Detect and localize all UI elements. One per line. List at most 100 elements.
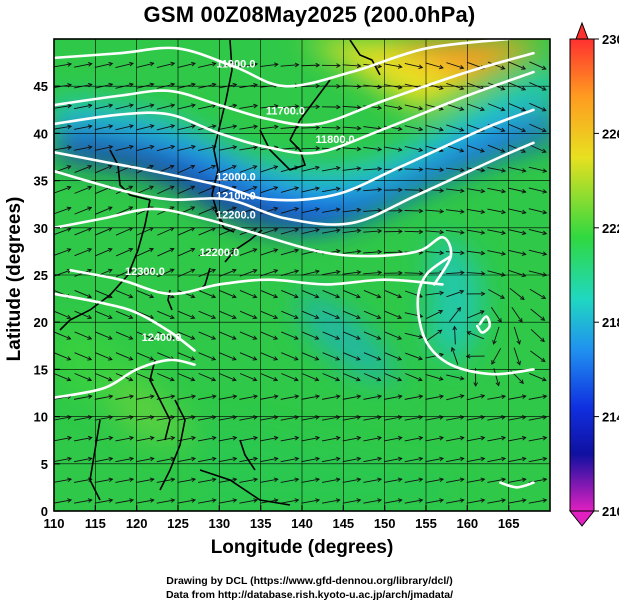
streamline-arrow <box>177 124 196 131</box>
streamline-arrow <box>115 144 134 152</box>
streamline-arrow <box>450 346 459 365</box>
streamline-arrow <box>466 477 486 483</box>
streamline-arrow <box>321 63 341 68</box>
streamline-arrow <box>425 290 445 296</box>
streamline-arrow <box>466 208 486 215</box>
streamline-arrow <box>384 435 403 442</box>
contour-label: 11900.0 <box>216 58 255 70</box>
streamline-arrow <box>115 206 134 215</box>
streamline-arrow <box>384 498 403 504</box>
streamline-arrow <box>487 229 507 235</box>
streamline-arrow <box>508 229 527 236</box>
contour-label: 12300.0 <box>125 266 165 278</box>
colorbar-tick-label: 222 <box>602 221 619 236</box>
wind-streamlines <box>54 61 548 504</box>
streamline-arrow <box>487 394 507 400</box>
contour-label: 12400.0 <box>142 332 182 344</box>
streamline-arrow <box>218 477 238 483</box>
streamline-arrow <box>405 373 423 382</box>
height-contours <box>54 39 535 489</box>
streamline-arrow <box>383 187 403 193</box>
streamline-arrow <box>363 394 383 400</box>
y-tick-label: 0 <box>41 504 48 519</box>
streamline-arrow <box>322 498 341 504</box>
streamline-arrow <box>219 206 237 215</box>
streamline-arrow <box>115 435 135 442</box>
streamline-arrow <box>177 227 196 236</box>
streamline-arrow <box>487 61 506 70</box>
streamline-arrow <box>363 270 383 276</box>
streamline-arrow <box>157 331 175 340</box>
streamline-arrow <box>260 435 279 442</box>
streamline-arrow <box>239 331 258 340</box>
streamline-arrow <box>508 435 527 442</box>
streamline-arrow <box>136 352 155 361</box>
streamline-arrow <box>239 290 258 299</box>
streamline-arrow <box>198 227 217 236</box>
streamline-arrow <box>301 228 320 235</box>
streamline-arrow <box>466 103 485 112</box>
streamline-arrow <box>404 167 424 172</box>
x-tick-label: 115 <box>85 516 106 531</box>
streamline-arrow <box>301 352 320 361</box>
streamline-arrow <box>511 306 523 323</box>
streamline-arrow <box>492 326 500 345</box>
coastlines <box>59 39 381 506</box>
streamline-arrow <box>74 62 93 68</box>
streamline-arrow <box>74 124 93 130</box>
streamline-arrow <box>280 435 300 442</box>
streamline-arrow <box>54 62 73 68</box>
streamline-arrow <box>54 498 73 504</box>
streamline-arrow <box>493 368 501 387</box>
streamline-arrow <box>239 435 259 442</box>
streamline-arrow <box>528 229 548 236</box>
streamline-arrow <box>363 352 382 361</box>
streamline-arrow <box>363 373 382 382</box>
streamline-arrow <box>156 124 176 131</box>
contour-label: 11800.0 <box>315 134 354 146</box>
streamline-arrow <box>281 373 299 382</box>
streamline-arrow <box>74 227 93 236</box>
streamline-arrow <box>198 456 217 463</box>
streamline-arrow <box>342 166 362 171</box>
streamline-arrow <box>136 61 155 69</box>
streamline-arrow <box>218 82 238 89</box>
streamline-arrow <box>198 373 217 382</box>
streamline-arrow <box>218 435 238 442</box>
credit-data-source: Data from http://database.rish.kyoto-u.a… <box>165 589 454 601</box>
streamline-arrow <box>343 331 361 340</box>
streamline-arrow <box>136 82 155 89</box>
streamline-arrow <box>301 125 321 130</box>
streamline-arrow <box>260 394 279 400</box>
streamline-arrow <box>425 498 445 504</box>
y-tick-label: 35 <box>34 174 48 189</box>
streamline-arrow <box>466 331 485 340</box>
streamline-arrow <box>136 394 155 400</box>
streamline-arrow <box>513 326 521 345</box>
streamline-arrow <box>384 373 403 382</box>
streamline-arrow <box>487 435 507 442</box>
streamline-arrow <box>363 290 382 299</box>
streamline-arrow <box>466 394 486 401</box>
streamline-arrow <box>452 325 457 345</box>
streamline-arrow <box>528 249 548 256</box>
streamline-arrow <box>508 61 527 70</box>
streamline-arrow <box>136 247 155 257</box>
streamline-arrow <box>322 352 341 361</box>
streamline-arrow <box>54 103 73 109</box>
streamline-arrow <box>383 84 403 90</box>
streamline-arrow <box>508 456 527 463</box>
y-axis-label: Latitude (degrees) <box>4 196 25 362</box>
contour-line <box>54 358 196 400</box>
streamline-arrow <box>343 373 361 382</box>
streamline-arrow <box>280 498 300 504</box>
streamline-arrow <box>95 247 113 257</box>
streamline-arrow <box>404 477 424 483</box>
streamline-arrow <box>281 331 299 340</box>
streamline-arrow <box>218 145 238 151</box>
streamline-arrow <box>136 124 155 131</box>
streamline-arrow <box>342 435 362 442</box>
streamline-arrow <box>177 144 196 152</box>
streamline-arrow <box>94 103 114 110</box>
